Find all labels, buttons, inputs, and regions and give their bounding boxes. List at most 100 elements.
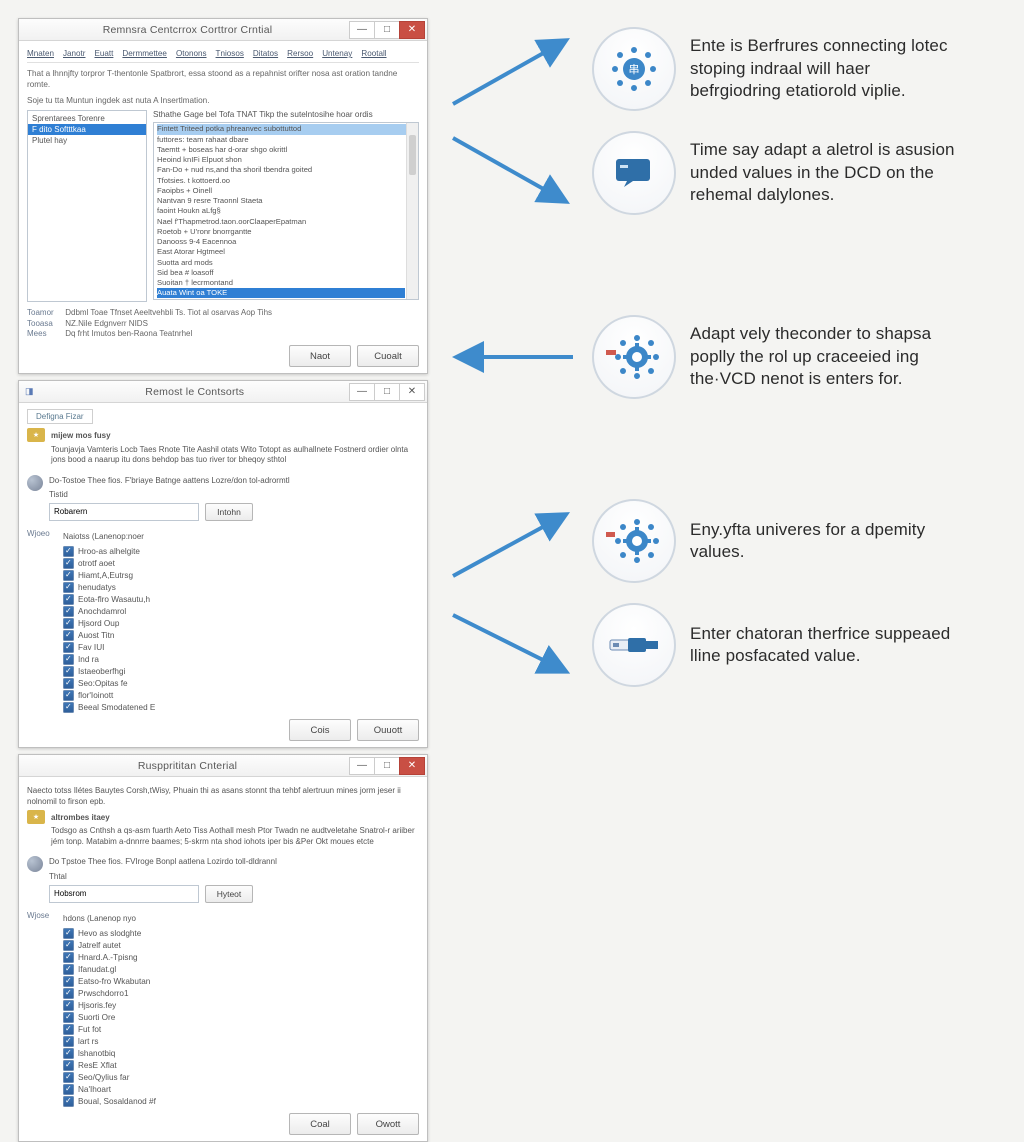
tab[interactable]: Rootall [361,49,386,58]
checkbox-icon[interactable] [63,976,74,987]
tab[interactable]: Mnaten [27,49,54,58]
list-row[interactable]: Tfotsies. t kottoerd.oo [157,176,415,186]
chk-item[interactable]: Hroo-as alhelgite [63,545,419,557]
close-icon[interactable]: ✕ [399,757,425,775]
checkbox-icon[interactable] [63,666,74,677]
checkbox-icon[interactable] [63,546,74,557]
chk-item[interactable]: Anochdamrol [63,605,419,617]
chk-item[interactable]: Beeal Smodatened E [63,701,419,713]
checkbox-icon[interactable] [63,1072,74,1083]
checkbox-icon[interactable] [63,988,74,999]
chk-item[interactable]: otrotf aoet [63,557,419,569]
maximize-icon[interactable]: □ [374,757,400,775]
checkbox-icon[interactable] [63,1060,74,1071]
field-button[interactable]: Hyteot [205,885,253,903]
maximize-icon[interactable]: □ [374,21,400,39]
tab[interactable]: Otonons [176,49,207,58]
right-list[interactable]: Fintett Triteed potka phreanvec subottut… [153,122,419,300]
chk-item[interactable]: Hiamt,A,Eutrsg [63,569,419,581]
chk-item[interactable]: Hevo as slodghte [63,927,419,939]
checkbox-icon[interactable] [63,1096,74,1107]
checkbox-icon[interactable] [63,1012,74,1023]
tree-item[interactable]: Plutel hay [28,135,146,146]
list-row[interactable]: Faoipbs + Oinell [157,186,415,196]
chk-item[interactable]: Fav IUI [63,641,419,653]
checkbox-icon[interactable] [63,582,74,593]
chk-item[interactable]: Boual, Sosaldanod #f [63,1095,419,1107]
chk-item[interactable]: Istaeoberfhgi [63,665,419,677]
cancel-button[interactable]: Ouuott [357,719,419,741]
list-row[interactable]: Taemtt + boseas har d-orar shgo okrittl [157,145,415,155]
checkbox-icon[interactable] [63,594,74,605]
checkbox-icon[interactable] [63,558,74,569]
maximize-icon[interactable]: □ [374,383,400,401]
minimize-icon[interactable]: — [349,383,375,401]
tab[interactable]: Janotr [63,49,86,58]
list-row[interactable]: Nantvan 9 resre Traonnl Staeta [157,196,415,206]
list-row[interactable]: Danooss 9-4 Eacennoa [157,237,415,247]
scrollbar[interactable] [406,123,418,299]
list-row[interactable]: Roetob + U'ronr bnorrgantte [157,227,415,237]
chk-item[interactable]: flor'Ioinott [63,689,419,701]
list-row-selected[interactable]: Auata Wint oa TOKE [157,288,405,298]
checkbox-icon[interactable] [63,618,74,629]
minimize-icon[interactable]: — [349,757,375,775]
text-input[interactable] [49,503,199,521]
checkbox-icon[interactable] [63,952,74,963]
left-tree[interactable]: Sprentarees Torenre F dito Softttkaa Plu… [27,110,147,302]
chk-item[interactable]: Fut fot [63,1023,419,1035]
chk-item[interactable]: Seo/Qylius far [63,1071,419,1083]
checkbox-icon[interactable] [63,1024,74,1035]
chk-item[interactable]: Prwschdorro1 [63,987,419,999]
tab[interactable]: Dermmettee [122,49,167,58]
checkbox-icon[interactable] [63,1084,74,1095]
list-row[interactable]: East Atorar Hgtmeel [157,247,415,257]
list-row[interactable]: Suotta ard mods [157,258,415,268]
window-1-titlebar[interactable]: Remnsra Centcrrox Corttror Crntial — □ ✕ [19,19,427,41]
checkbox-icon[interactable] [63,1000,74,1011]
list-row[interactable]: Nael f'Thapmetrod.taon.oorClaaperEpatman [157,217,415,227]
checkbox-icon[interactable] [63,630,74,641]
window-3-titlebar[interactable]: Ruspprititan Cnterial — □ ✕ [19,755,427,777]
ok-button[interactable]: Cois [289,719,351,741]
close-icon[interactable]: ✕ [399,21,425,39]
minimize-icon[interactable]: — [349,21,375,39]
chk-item[interactable]: Jatrelf autet [63,939,419,951]
checkbox-icon[interactable] [63,1048,74,1059]
chk-item[interactable]: Auost Titn [63,629,419,641]
cancel-button[interactable]: Cuoalt [357,345,419,367]
field-button[interactable]: Intohn [205,503,253,521]
window-2-titlebar[interactable]: ◨ Remost le Contsorts — □ ✕ [19,381,427,403]
chk-item[interactable]: lart rs [63,1035,419,1047]
chk-item[interactable]: Suorti Ore [63,1011,419,1023]
checkbox-icon[interactable] [63,606,74,617]
chk-item[interactable]: Na'Ihoart [63,1083,419,1095]
list-row[interactable]: Heoind knIFi Elpuot shon [157,155,415,165]
tab[interactable]: Ditatos [253,49,278,58]
ok-button[interactable]: Naot [289,345,351,367]
chk-item[interactable]: Ind ra [63,653,419,665]
ok-button[interactable]: Coal [289,1113,351,1135]
list-row[interactable]: faoint Houkn aLfg§ [157,206,415,216]
tree-item-selected[interactable]: F dito Softttkaa [28,124,146,135]
chk-item[interactable]: Ifanudat.gl [63,963,419,975]
list-row[interactable]: Fintett Triteed potka phreanvec subottut… [157,124,415,134]
chk-item[interactable]: Eatso-fro Wkabutan [63,975,419,987]
checkbox-icon[interactable] [63,570,74,581]
tab[interactable]: Untenay [322,49,352,58]
list-row[interactable]: futtores: team rahaat dbare [157,135,415,145]
cancel-button[interactable]: Owott [357,1113,419,1135]
chk-item[interactable]: Hjsord Oup [63,617,419,629]
checkbox-icon[interactable] [63,678,74,689]
list-row[interactable]: Suoitan † lecrmontand [157,278,415,288]
tab[interactable]: Euatt [95,49,114,58]
checkbox-icon[interactable] [63,928,74,939]
chk-item[interactable]: Eota-flro Wasautu,h [63,593,419,605]
list-row[interactable]: Fan-Do + nud ns,and tha shoril tbendra g… [157,165,415,175]
tree-item[interactable]: Sprentarees Torenre [28,113,146,124]
tab[interactable]: Tniosos [216,49,244,58]
checkbox-icon[interactable] [63,1036,74,1047]
checkbox-icon[interactable] [63,690,74,701]
checkbox-icon[interactable] [63,940,74,951]
chk-item[interactable]: ResE Xflat [63,1059,419,1071]
